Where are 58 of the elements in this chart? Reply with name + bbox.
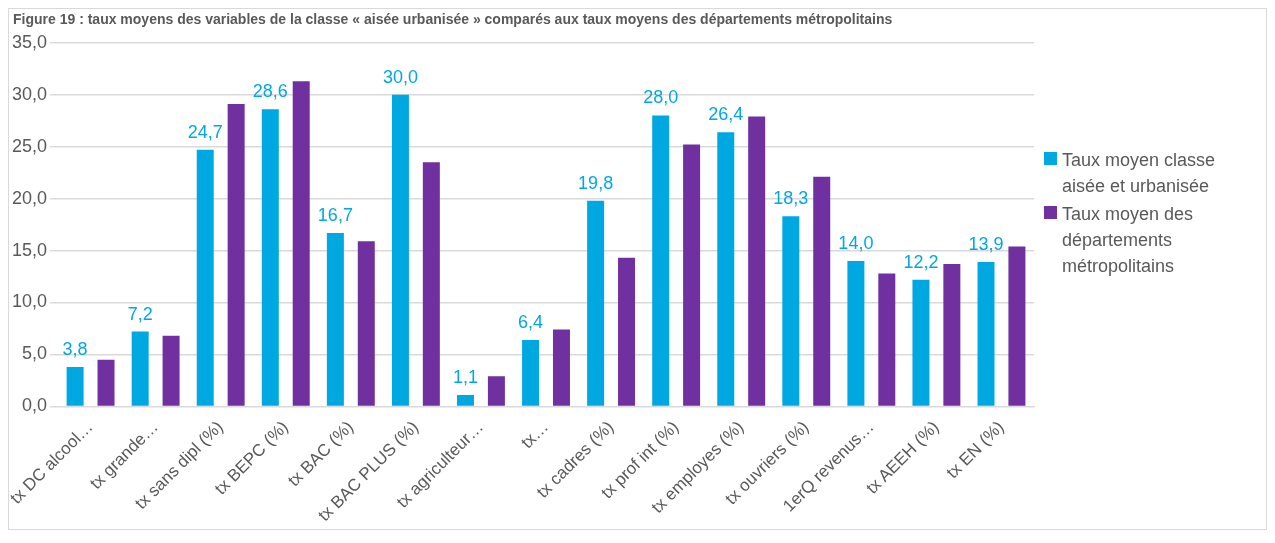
bar <box>326 232 344 406</box>
data-label: 1,1 <box>452 366 479 387</box>
bar <box>717 132 735 406</box>
bar <box>683 144 701 406</box>
chart-title: Figure 19 : taux moyens des variables de la classe « aisée urbanisée » comparés aux taux moyens des départements métropolitains <box>12 10 894 29</box>
data-label: 28,6 <box>252 81 288 102</box>
bar <box>912 279 930 406</box>
bar <box>196 149 214 406</box>
bar <box>522 339 540 406</box>
legend-label: Taux moyen classe aisée et urbanisée <box>1062 149 1217 198</box>
bar <box>552 329 570 406</box>
data-label: 12,2 <box>903 251 939 272</box>
bar <box>618 257 636 406</box>
data-label: 3,8 <box>62 338 88 359</box>
y-tick-label: 15,0 <box>11 239 48 260</box>
bar <box>357 241 375 406</box>
bar <box>457 394 474 406</box>
bar <box>977 261 995 406</box>
data-label: 14,0 <box>838 232 874 253</box>
bar <box>943 264 961 406</box>
x-tick-label: tx… <box>517 417 553 453</box>
y-tick-label: 0,0 <box>22 395 48 416</box>
y-tick-label: 30,0 <box>11 83 48 104</box>
data-label: 6,4 <box>518 311 544 332</box>
bar <box>227 104 245 406</box>
y-tick-label: 25,0 <box>11 135 48 156</box>
bar <box>422 162 440 406</box>
data-label: 16,7 <box>317 204 353 225</box>
bar <box>162 335 180 406</box>
bar <box>652 115 670 406</box>
data-label: 28,0 <box>643 87 679 108</box>
bar <box>487 376 505 406</box>
y-tick-label: 35,0 <box>11 31 48 52</box>
bar <box>748 116 766 406</box>
bar <box>131 331 149 406</box>
x-tick-label: tx EN (%) <box>942 417 1008 483</box>
data-label: 7,2 <box>127 303 153 324</box>
bar <box>97 359 115 406</box>
data-label: 19,8 <box>578 172 614 193</box>
data-label: 24,7 <box>187 121 223 142</box>
y-tick-label: 10,0 <box>11 291 48 312</box>
bar <box>587 200 605 406</box>
bar <box>66 366 84 406</box>
bar <box>813 176 831 406</box>
y-tick-label: 5,0 <box>22 343 48 364</box>
data-label: 13,9 <box>968 233 1004 254</box>
data-label: 26,4 <box>708 104 744 125</box>
data-label: 18,3 <box>773 188 809 209</box>
data-label: 30,0 <box>382 66 418 87</box>
bar <box>878 273 896 406</box>
bar <box>847 260 865 406</box>
bar <box>261 109 279 406</box>
y-tick-label: 20,0 <box>11 187 48 208</box>
bar <box>391 94 409 406</box>
legend-label: Taux moyen des départements métropolitains <box>1062 203 1195 278</box>
bar <box>292 81 310 406</box>
bar <box>1008 246 1026 406</box>
bar <box>782 216 800 406</box>
